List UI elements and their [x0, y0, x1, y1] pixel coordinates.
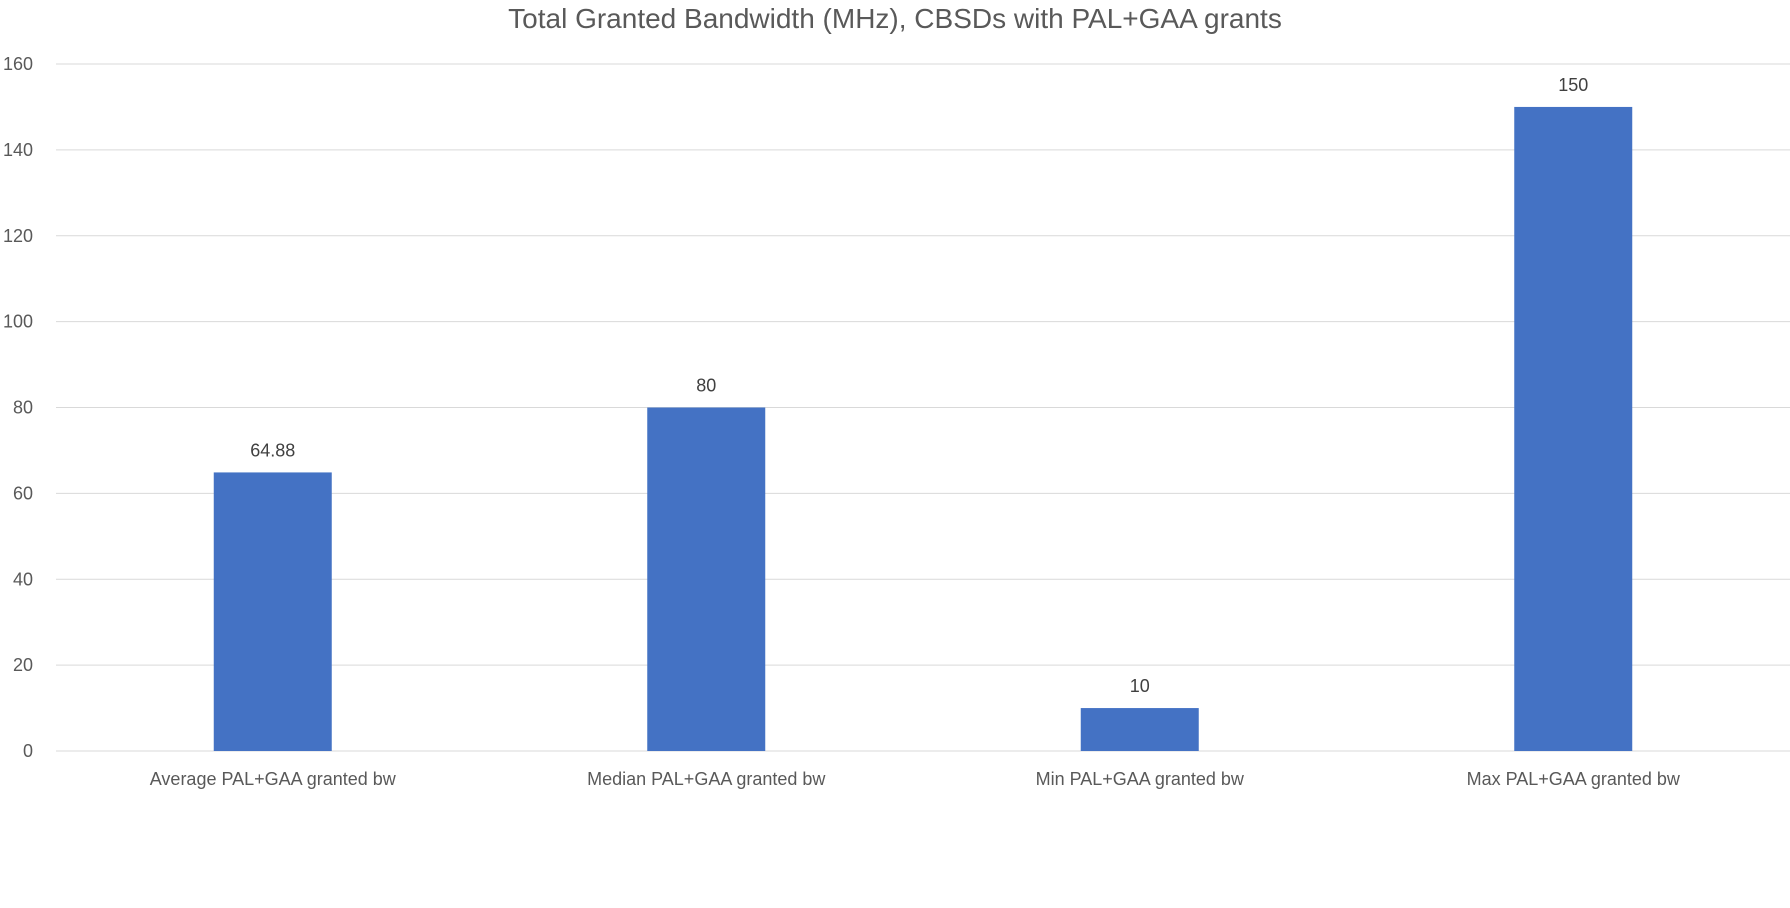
bar — [1080, 708, 1199, 751]
x-category-label: Average PAL+GAA granted bw — [150, 769, 397, 789]
data-labels: 64.88 80 10 150 — [250, 75, 1588, 696]
data-label: 64.88 — [250, 440, 295, 460]
y-axis-ticks: 0 20 40 60 80 100 120 140 160 — [3, 54, 33, 761]
data-label: 150 — [1558, 75, 1588, 95]
x-category-label: Min PAL+GAA granted bw — [1036, 769, 1245, 789]
x-category-label: Median PAL+GAA granted bw — [587, 769, 826, 789]
data-label: 10 — [1130, 676, 1150, 696]
y-tick-label: 100 — [3, 312, 33, 332]
y-tick-label: 20 — [13, 655, 33, 675]
bar — [647, 407, 766, 751]
y-tick-label: 160 — [3, 54, 33, 74]
chart-title: Total Granted Bandwidth (MHz), CBSDs wit… — [508, 3, 1282, 34]
gridlines — [56, 63, 1790, 752]
data-label: 80 — [696, 376, 716, 396]
x-category-label: Max PAL+GAA granted bw — [1467, 769, 1681, 789]
y-tick-label: 60 — [13, 483, 33, 503]
bars — [213, 106, 1633, 751]
bar — [213, 472, 332, 751]
x-axis-categories: Average PAL+GAA granted bw Median PAL+GAA… — [150, 769, 1681, 789]
y-tick-label: 80 — [13, 398, 33, 418]
y-tick-label: 120 — [3, 226, 33, 246]
bar — [1514, 106, 1633, 751]
y-tick-label: 0 — [23, 741, 33, 761]
y-tick-label: 140 — [3, 140, 33, 160]
y-tick-label: 40 — [13, 569, 33, 589]
